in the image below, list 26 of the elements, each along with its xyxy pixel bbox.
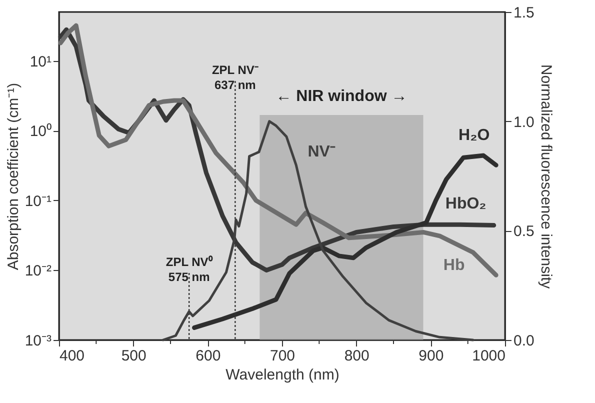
x-tick-label: 500 <box>121 348 146 364</box>
x-axis-title: Wavelength (nm) <box>226 366 340 384</box>
y-tick-label: 10⁰ <box>30 123 52 140</box>
y-tick-label: 10⁻¹ <box>24 192 52 210</box>
y-axis-title: Absorption coefficient (cm⁻¹) <box>4 82 22 270</box>
y2-tick-label: 0.0 <box>514 332 534 350</box>
series-label: NV⁻ <box>308 143 336 160</box>
x-tick-label: 800 <box>344 348 370 364</box>
x-tick-label: 600 <box>196 348 221 364</box>
x-tick-label: 1000 <box>472 348 506 364</box>
x-tick-label: 900 <box>418 348 444 364</box>
x-tick-label: 400 <box>60 348 85 364</box>
series-label: Hb <box>443 257 465 274</box>
y2-tick-label: 1.5 <box>514 4 534 22</box>
y2-tick-label: 1.0 <box>514 114 534 131</box>
series-label: HbO₂ <box>445 195 486 212</box>
ref-line-label: ZPL NV⁰ 575 nm <box>166 255 214 284</box>
series-label: H₂O <box>458 127 490 144</box>
x-tick-label: 700 <box>270 348 296 364</box>
y-tick-label: 10⁻² <box>24 262 52 280</box>
ref-line-label: ZPL NV⁻ 637 nm <box>212 63 258 92</box>
band-label: ← NIR window → <box>276 88 408 105</box>
y2-axis-title: Normalized fluorescence intensity <box>537 64 554 290</box>
y-tick-label: 10¹ <box>30 53 52 70</box>
y-tick-label: 10⁻³ <box>24 332 52 350</box>
y2-tick-label: 0.5 <box>514 223 534 240</box>
